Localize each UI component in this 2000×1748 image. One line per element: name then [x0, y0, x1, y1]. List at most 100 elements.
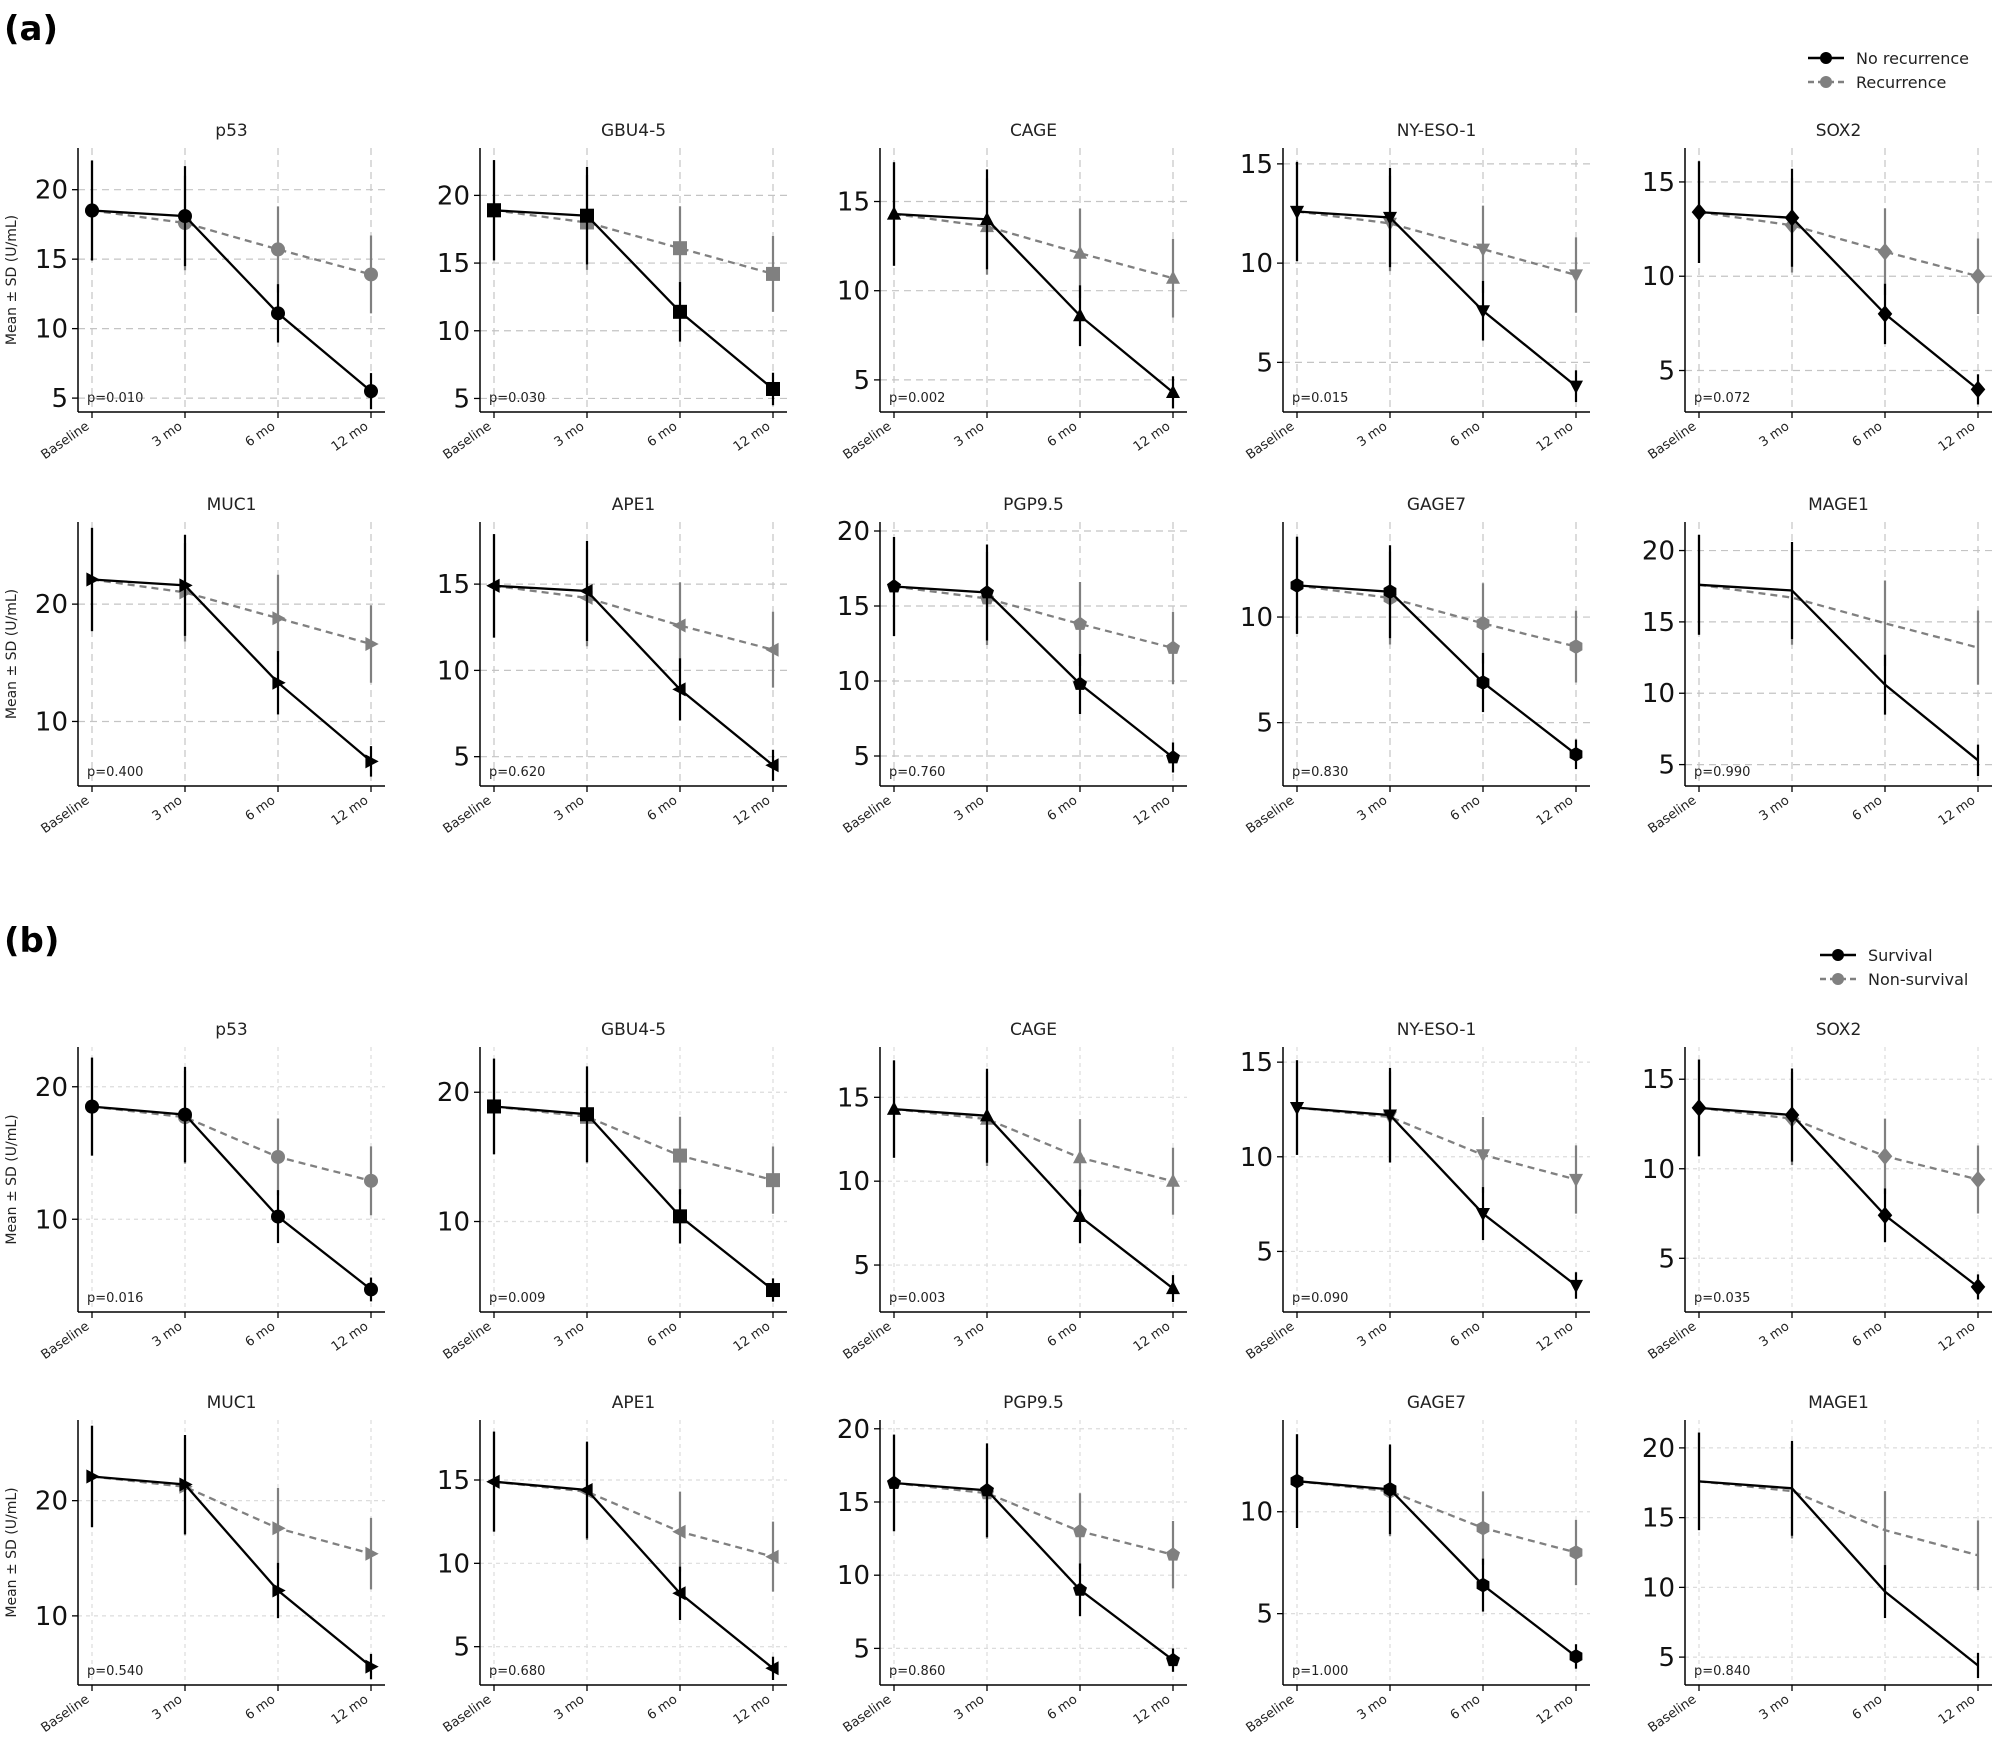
- y-tick-label: 20: [1642, 537, 1675, 567]
- x-tick-label: 3 mo: [1355, 1319, 1391, 1350]
- p-value-label: p=1.000: [1292, 1664, 1348, 1679]
- x-tick-label: 3 mo: [150, 793, 186, 824]
- data-point: [1290, 578, 1304, 593]
- x-tick-label: 6 mo: [1045, 419, 1081, 450]
- data-point: [272, 1521, 286, 1536]
- subplot-title: MUC1: [207, 1393, 257, 1413]
- x-tick-label: Baseline: [1646, 1692, 1700, 1736]
- x-tick-label: 12 mo: [1534, 419, 1576, 455]
- y-tick-label: 15: [1642, 608, 1675, 638]
- legend-label: Recurrence: [1856, 73, 1946, 92]
- subplot-title: PGP9.5: [1003, 495, 1064, 515]
- p-value-label: p=0.016: [87, 1291, 143, 1306]
- data-point: [1476, 1208, 1490, 1222]
- data-point: [673, 1148, 687, 1163]
- series-recurrence: [85, 160, 378, 314]
- legend-label: Non-survival: [1868, 970, 1968, 989]
- y-tick-label: 15: [1642, 168, 1675, 198]
- x-tick-label: 3 mo: [552, 1319, 588, 1350]
- series-recurrence: [487, 160, 780, 312]
- data-point: [1290, 205, 1304, 220]
- x-tick-label: 6 mo: [1850, 793, 1886, 824]
- y-tick-label: 10: [1642, 679, 1675, 709]
- data-point: [887, 1475, 901, 1489]
- x-tick-label: Baseline: [841, 793, 895, 837]
- data-point: [1476, 1520, 1490, 1536]
- data-point: [673, 1209, 687, 1224]
- data-point: [672, 618, 686, 633]
- data-point: [1166, 1547, 1180, 1561]
- data-point: [1569, 269, 1583, 283]
- subplot-title: GBU4-5: [601, 1020, 666, 1040]
- series-non-survival: [1290, 1434, 1583, 1586]
- y-tick-label: 15: [1642, 1065, 1675, 1095]
- y-tick-label: 10: [837, 667, 870, 697]
- x-tick-label: 3 mo: [150, 419, 186, 450]
- series-non-survival: [887, 1060, 1180, 1215]
- legend-label: Survival: [1868, 946, 1933, 965]
- data-point: [1476, 1577, 1490, 1593]
- series-recurrence: [1691, 161, 1986, 314]
- data-point: [1290, 1102, 1304, 1116]
- data-point: [1877, 243, 1893, 261]
- legend: Survival Non-survival: [1820, 946, 1968, 989]
- x-tick-label: 12 mo: [1936, 1692, 1978, 1728]
- data-point: [980, 1482, 994, 1497]
- series-no-recurrence: [1697, 534, 1980, 777]
- x-tick-label: 12 mo: [731, 1319, 773, 1355]
- data-point: [1476, 675, 1490, 690]
- legend-marker: [1832, 973, 1844, 985]
- series-line: [1698, 1480, 1979, 1667]
- y-tick-label: 10: [35, 1205, 68, 1235]
- subplot-p53: 5 10 15 20 Baseline 3 mo 6 mo 12 mo p53 p=0.010 Me…: [4, 121, 385, 463]
- x-tick-label: 6 mo: [1045, 793, 1081, 824]
- p-value-label: p=0.003: [889, 1291, 945, 1306]
- y-tick-label: 5: [1658, 357, 1675, 387]
- series-non-survival: [85, 1057, 378, 1216]
- series-no-recurrence: [487, 160, 780, 406]
- y-tick-label: 5: [1256, 348, 1273, 378]
- x-tick-label: Baseline: [39, 793, 93, 837]
- series-line: [893, 1481, 1174, 1556]
- x-tick-label: 6 mo: [645, 419, 681, 450]
- data-point: [1073, 1582, 1087, 1596]
- data-point: [673, 304, 687, 319]
- series-non-survival: [1691, 1059, 1986, 1214]
- y-tick-label: 10: [437, 1208, 470, 1238]
- subplot-title: APE1: [612, 495, 655, 515]
- series-recurrence: [1697, 534, 1980, 685]
- y-tick-label: 5: [453, 1633, 470, 1663]
- x-tick-label: 12 mo: [1936, 1319, 1978, 1355]
- subplot-sox2: 5 10 15 Baseline 3 mo 6 mo 12 mo SOX2 p=0.072: [1642, 121, 1992, 463]
- series-line: [1296, 210, 1577, 388]
- x-tick-label: 12 mo: [1131, 793, 1173, 829]
- subplot-title: NY-ESO-1: [1397, 1020, 1477, 1040]
- subplot-title: p53: [215, 1020, 247, 1040]
- p-value-label: p=0.830: [1292, 765, 1348, 780]
- y-tick-label: 15: [437, 570, 470, 600]
- data-point: [1073, 676, 1087, 690]
- data-point: [766, 1283, 780, 1298]
- data-point: [365, 637, 379, 651]
- data-point: [1569, 639, 1583, 654]
- series-recurrence: [486, 534, 779, 688]
- subplot-cage: 5 10 15 Baseline 3 mo 6 mo 12 mo CAGE p=0.003: [837, 1020, 1187, 1363]
- series-survival: [887, 1060, 1180, 1302]
- data-point: [1383, 1109, 1397, 1123]
- subplot-gage7: 5 10 Baseline 3 mo 6 mo 12 mo GAGE7 p=1.000: [1240, 1393, 1590, 1736]
- x-tick-label: 6 mo: [1448, 419, 1484, 450]
- legend-marker: [1820, 52, 1832, 64]
- x-tick-label: Baseline: [441, 419, 495, 463]
- x-tick-label: 6 mo: [1448, 1692, 1484, 1723]
- y-tick-label: 20: [837, 1415, 870, 1445]
- y-tick-label: 10: [437, 317, 470, 347]
- series-non-survival: [1697, 1432, 1980, 1591]
- x-tick-label: 3 mo: [952, 1319, 988, 1350]
- y-tick-label: 15: [437, 249, 470, 279]
- data-point: [272, 611, 286, 626]
- data-point: [1166, 1280, 1180, 1295]
- p-value-label: p=0.990: [1694, 765, 1750, 780]
- x-tick-label: 12 mo: [329, 793, 371, 829]
- subplot-gage7: 5 10 Baseline 3 mo 6 mo 12 mo GAGE7 p=0.830: [1240, 495, 1590, 837]
- y-tick-label: 10: [1642, 1573, 1675, 1603]
